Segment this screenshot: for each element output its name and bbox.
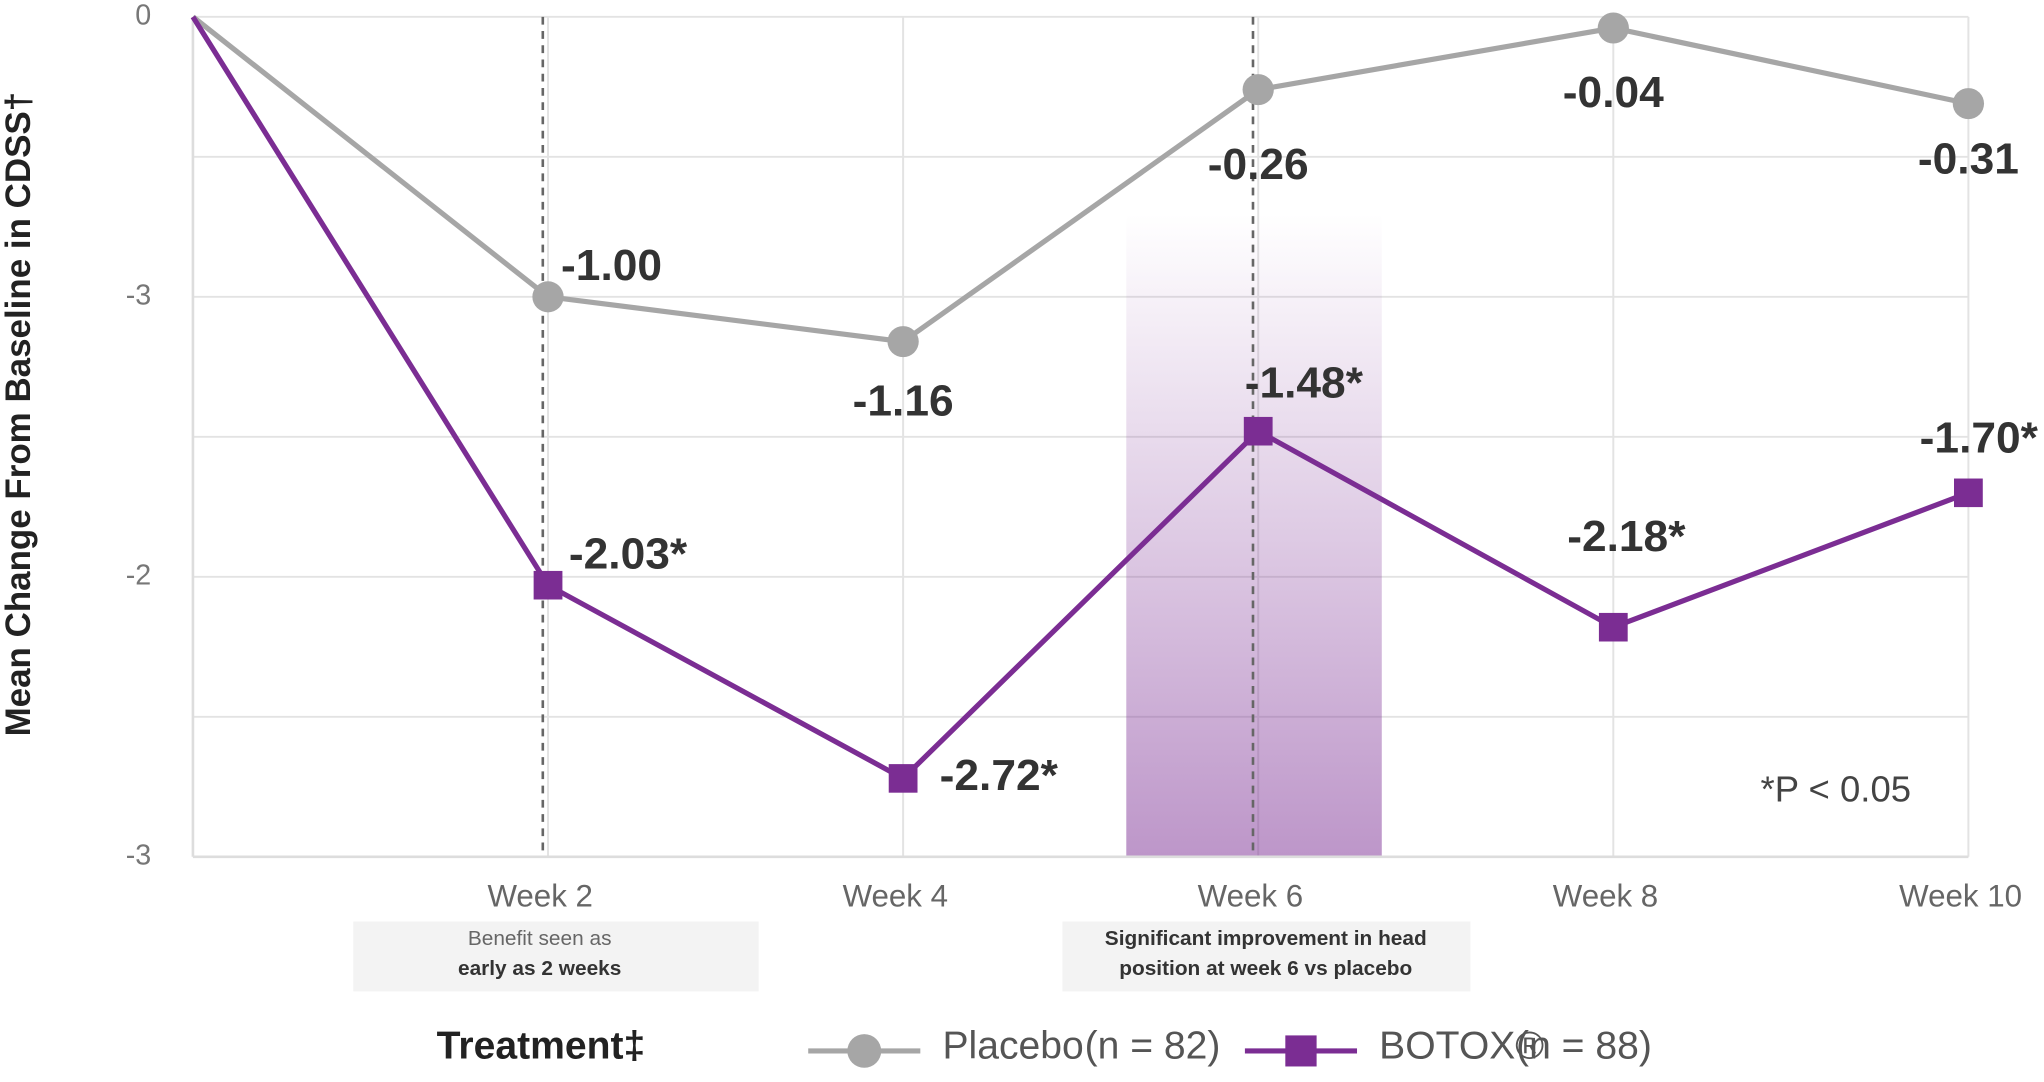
value-label: -1.48*	[1245, 359, 1364, 408]
series-line	[190, 15, 1970, 782]
x-tick-label: Week 6	[1198, 879, 1303, 914]
value-label: -1.00	[561, 241, 662, 290]
legend-title: Treatment‡	[437, 1025, 646, 1068]
y-tick-label: -3	[126, 279, 151, 311]
marker	[1598, 612, 1628, 642]
value-label: -2.18*	[1567, 512, 1686, 561]
x-tick-label: Week 8	[1553, 879, 1658, 914]
y-tick-label: -3	[126, 839, 151, 871]
value-label: -1.16	[853, 377, 954, 426]
note-box	[353, 921, 759, 992]
x-tick-label: Week 2	[487, 879, 592, 914]
legend-label: Placebo	[942, 1025, 1083, 1068]
marker	[533, 570, 563, 600]
note: Significant improvement in head	[1105, 927, 1427, 950]
marker	[1952, 88, 1985, 120]
p-note: *P < 0.05	[1761, 769, 1911, 810]
legend-n: (n = 82)	[1085, 1025, 1221, 1068]
marker	[532, 281, 564, 313]
y-tick-label: 0	[135, 0, 151, 31]
series-line	[191, 14, 1969, 345]
legend-label: BOTOX®	[1379, 1025, 1544, 1068]
x-tick-label: Week 10	[1899, 879, 2022, 914]
value-label: -1.70*	[1920, 414, 2039, 463]
value-label: -0.26	[1208, 140, 1309, 189]
note-box	[1062, 921, 1471, 992]
legend-n: (n = 88)	[1516, 1025, 1652, 1068]
legend-marker	[847, 1034, 882, 1068]
note: early as 2 weeks	[458, 957, 621, 980]
legend-marker	[1285, 1035, 1317, 1067]
y-tick-label: -2	[126, 559, 151, 591]
note: Benefit seen as	[468, 927, 612, 950]
x-tick-label: Week 4	[843, 879, 948, 914]
marker	[1597, 12, 1629, 44]
value-label: -0.31	[1918, 135, 2019, 184]
value-label: -2.03*	[569, 530, 688, 579]
marker	[1954, 478, 1983, 508]
marker	[1242, 74, 1274, 106]
y-axis-label: Mean Change From Baseline in CDSS†	[0, 92, 38, 737]
marker	[887, 326, 919, 358]
marker	[1243, 416, 1273, 446]
value-label: -2.72*	[940, 751, 1059, 800]
marker	[888, 764, 918, 793]
value-label: -0.04	[1563, 68, 1664, 117]
note: position at week 6 vs placebo	[1119, 957, 1412, 980]
